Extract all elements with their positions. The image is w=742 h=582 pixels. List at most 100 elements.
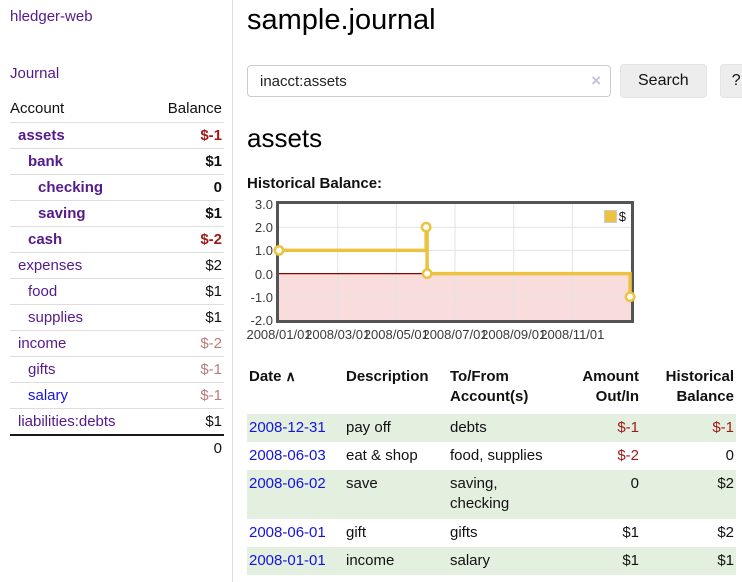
brand-link[interactable]: hledger-web xyxy=(10,8,93,25)
x-axis-tick-label: 2008/11/01 xyxy=(540,327,605,342)
transaction-balance: $2 xyxy=(717,523,734,541)
account-balance: $-1 xyxy=(149,122,224,149)
clear-search-icon[interactable]: × xyxy=(591,71,601,90)
account-row: food $1 xyxy=(10,278,224,305)
transaction-amount: $1 xyxy=(555,546,641,575)
x-axis-tick-label: 2008/01/01 xyxy=(246,327,312,342)
legend-swatch xyxy=(603,210,617,223)
accounts-table: Account Balance assets $-1 bank $1 checking 0… xyxy=(10,97,224,461)
transaction-accounts: gifts xyxy=(450,523,478,541)
y-axis-tick-label: -2.0 xyxy=(250,313,273,328)
account-row: bank $1 xyxy=(10,148,224,175)
account-link-salary[interactable]: salary xyxy=(28,387,69,404)
help-button[interactable]: ? xyxy=(719,64,742,98)
transaction-amount: $-2 xyxy=(617,446,639,464)
transaction-date-link[interactable]: 2008-06-03 xyxy=(249,446,326,464)
x-axis-tick-label: 2008/03/01 xyxy=(305,327,371,342)
sidebar-nav: Journal xyxy=(10,65,224,82)
account-link-assets[interactable]: assets xyxy=(18,127,65,144)
account-link-supplies[interactable]: supplies xyxy=(28,309,84,326)
transaction-amount: 0 xyxy=(555,470,641,519)
account-link-bank[interactable]: bank xyxy=(28,153,64,170)
transaction-date-link[interactable]: 2008-12-31 xyxy=(249,418,326,436)
y-axis-tick-label: 1.0 xyxy=(254,243,273,259)
transaction-balance: $1 xyxy=(641,546,736,575)
account-link-cash[interactable]: cash xyxy=(28,231,63,248)
transaction-accounts: saving, checking xyxy=(448,470,555,519)
search-form: × Search ? xyxy=(247,64,742,98)
account-balance: $-1 xyxy=(149,382,224,409)
x-axis-tick-label: 2008/05/01 xyxy=(363,327,429,342)
transaction-date-link[interactable]: 2008-01-01 xyxy=(249,551,326,569)
accounts-column-header: Account xyxy=(10,100,65,117)
account-link-liabilities-debts[interactable]: liabilities:debts xyxy=(18,413,116,430)
transaction-balance: $-1 xyxy=(641,413,736,442)
balance-column-header: Balance xyxy=(167,100,222,117)
description-column-header: Description xyxy=(346,368,429,385)
transaction-row: 2008-06-01 gift gifts $1 $2 xyxy=(247,519,736,547)
account-row: expenses $2 xyxy=(10,252,224,279)
register-table: Date ∧ Description To/From Account(s) Amo… xyxy=(247,365,736,575)
transaction-description: save xyxy=(344,470,448,519)
chart-legend: $ xyxy=(603,209,626,224)
account-balance: 0 xyxy=(149,174,224,201)
amount-column-header: Amount Out/In xyxy=(582,368,639,406)
transaction-accounts: food, supplies xyxy=(450,446,543,464)
account-row: assets $-1 xyxy=(10,122,224,149)
account-balance: $1 xyxy=(149,200,224,227)
transaction-date-link[interactable]: 2008-06-02 xyxy=(249,475,326,492)
transaction-accounts: salary xyxy=(448,546,555,575)
historical-balance-chart: $ 3.0 2.0 1.0 0.0 -1.0 -2.0 2008/01/01 2008/03… xyxy=(246,197,727,343)
chart-plot-area: $ xyxy=(273,201,636,323)
transaction-balance: $2 xyxy=(641,470,736,519)
page-title: sample.journal xyxy=(247,4,436,36)
y-axis-tick-label: 0.0 xyxy=(254,266,273,282)
account-link-food[interactable]: food xyxy=(28,283,58,300)
transaction-date-link[interactable]: 2008-06-01 xyxy=(249,523,326,541)
account-link-gifts[interactable]: gifts xyxy=(28,361,56,378)
accounts-column-header-main: To/From Account(s) xyxy=(450,368,529,406)
main-content: sample.journal × Search ? assets Histori… xyxy=(233,0,742,582)
transaction-amount: $-1 xyxy=(555,413,641,442)
accounts-total-row: 0 xyxy=(10,434,224,461)
x-axis-tick-label: 2008/07/01 xyxy=(422,327,488,342)
transaction-description: eat & shop xyxy=(346,446,418,464)
account-link-checking[interactable]: checking xyxy=(38,179,104,196)
x-axis-tick-label: 2008/09/01 xyxy=(481,327,547,342)
account-row: liabilities:debts $1 xyxy=(10,408,224,435)
account-balance: $1 xyxy=(149,148,224,175)
account-heading: assets xyxy=(247,123,323,153)
chart-title: Historical Balance: xyxy=(247,175,383,192)
transaction-amount: $1 xyxy=(622,523,639,541)
transaction-row: 2008-06-02 save saving, checking 0 $2 xyxy=(247,470,736,519)
sidebar-item-journal[interactable]: Journal xyxy=(10,65,60,82)
account-link-saving[interactable]: saving xyxy=(38,205,86,222)
account-row: gifts $-1 xyxy=(10,356,224,383)
account-balance: $-1 xyxy=(149,356,224,383)
search-input[interactable] xyxy=(247,65,611,97)
account-balance: $-2 xyxy=(149,226,224,253)
balance-column-header-main: Historical Balance xyxy=(665,368,734,406)
y-axis-tick-label: 3.0 xyxy=(254,197,273,212)
account-link-expenses[interactable]: expenses xyxy=(18,257,83,274)
account-link-income[interactable]: income xyxy=(18,335,67,352)
transaction-row: 2008-01-01 income salary $1 $1 xyxy=(247,546,736,575)
transaction-row: 2008-12-31 pay off debts $-1 $-1 xyxy=(247,413,736,442)
account-row: supplies $1 xyxy=(10,304,224,331)
transaction-description: income xyxy=(344,546,448,575)
account-row: saving $1 xyxy=(10,200,224,227)
account-balance: $1 xyxy=(149,304,224,331)
legend-label: $ xyxy=(618,209,626,224)
account-balance: $2 xyxy=(149,252,224,279)
y-axis-tick-label: 2.0 xyxy=(254,220,273,236)
date-column-header[interactable]: Date ∧ xyxy=(249,368,296,385)
accounts-total-value: 0 xyxy=(149,434,224,461)
y-axis-tick-label: -1.0 xyxy=(250,289,273,305)
account-row: checking 0 xyxy=(10,174,224,201)
transaction-description: gift xyxy=(346,523,367,541)
account-row: salary $-1 xyxy=(10,382,224,409)
search-button[interactable]: Search xyxy=(620,64,707,98)
transaction-balance: 0 xyxy=(725,446,734,464)
transaction-accounts: debts xyxy=(448,413,555,442)
